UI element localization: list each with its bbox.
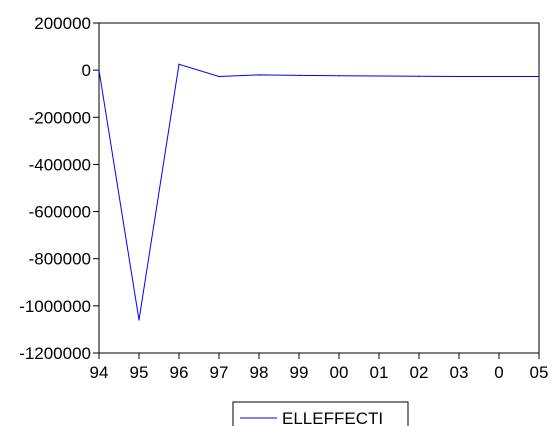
plot-area-frame [98, 22, 540, 354]
x-tick-label: 05 [530, 363, 549, 382]
y-tick-label: -800000 [29, 250, 91, 269]
x-tick-label: 03 [450, 363, 469, 382]
data-point [298, 74, 300, 76]
y-tick-label: -600000 [29, 203, 91, 222]
x-tick-label: 97 [210, 363, 229, 382]
y-tick-label: 200000 [34, 14, 91, 33]
x-tick-label: 99 [290, 363, 309, 382]
x-axis-ticks: 94 95 96 97 98 99 00 01 02 03 0 05 [90, 353, 549, 382]
legend-box [232, 401, 409, 426]
data-point [218, 75, 220, 78]
y-tick-label: 0 [82, 61, 91, 80]
x-tick-label: 00 [330, 363, 349, 382]
x-tick-label: 94 [90, 363, 109, 382]
x-tick-label: 98 [250, 363, 269, 382]
data-point [98, 69, 100, 71]
x-tick-label: 01 [370, 363, 389, 382]
data-point [458, 75, 460, 78]
data-point [538, 75, 540, 78]
x-tick-label: 0 [494, 363, 503, 382]
data-point [378, 75, 380, 77]
data-point [338, 75, 340, 77]
legend-label: ELLEFFECTI [282, 409, 383, 426]
y-tick-label: -400000 [29, 155, 91, 174]
y-tick-label: -1200000 [19, 344, 91, 363]
data-point [258, 74, 260, 76]
x-tick-label: 95 [130, 363, 149, 382]
y-tick-label: -200000 [29, 108, 91, 127]
series-line-elleffecti [98, 63, 539, 321]
data-point [138, 319, 140, 321]
series-points [98, 63, 540, 321]
x-tick-label: 02 [410, 363, 429, 382]
y-tick-label: -1000000 [19, 297, 91, 316]
data-point [498, 75, 500, 78]
y-axis-ticks: 200000 0 -200000 -400000 -600000 -800000 -1000… [19, 14, 99, 363]
data-point [178, 63, 180, 65]
data-point [418, 75, 420, 77]
legend: ELLEFFECTI [232, 401, 409, 426]
x-tick-label: 96 [170, 363, 189, 382]
